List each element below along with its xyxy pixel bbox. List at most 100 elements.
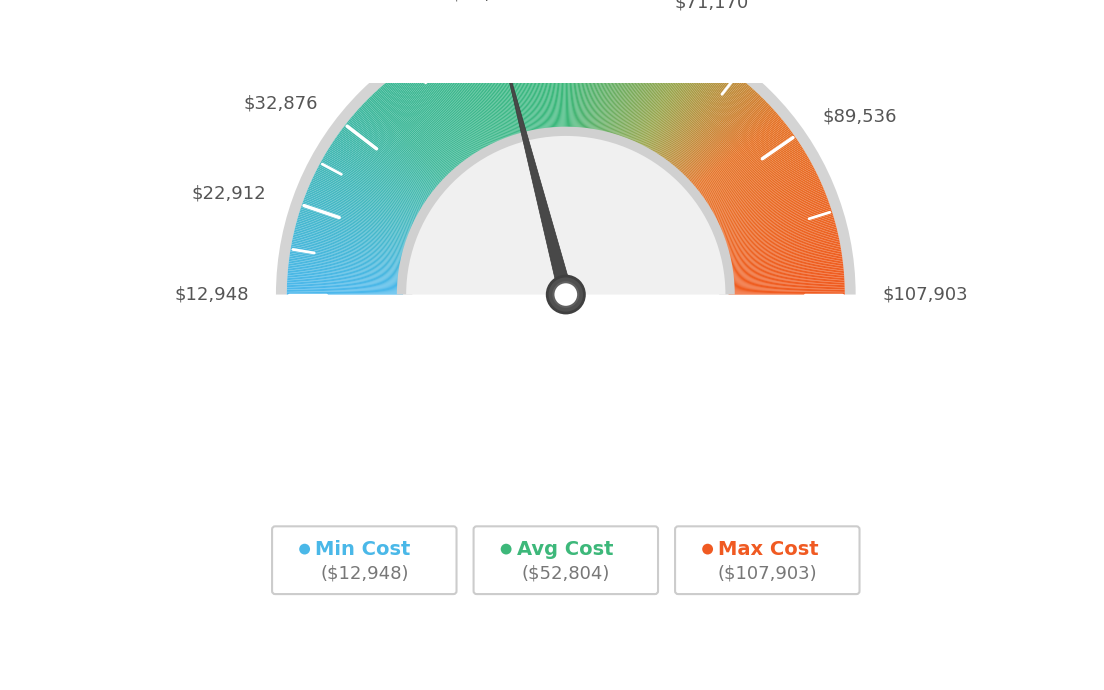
Wedge shape [403, 68, 471, 163]
Wedge shape [724, 233, 838, 259]
Wedge shape [364, 101, 449, 182]
Wedge shape [320, 163, 423, 219]
Wedge shape [725, 243, 840, 265]
Wedge shape [711, 170, 816, 223]
Wedge shape [593, 21, 615, 135]
Wedge shape [422, 56, 482, 156]
Wedge shape [562, 17, 565, 133]
Wedge shape [397, 72, 468, 166]
Wedge shape [660, 68, 729, 163]
Wedge shape [603, 25, 631, 137]
Wedge shape [566, 17, 570, 133]
Wedge shape [318, 166, 422, 220]
Wedge shape [332, 141, 431, 206]
Wedge shape [341, 129, 435, 199]
Wedge shape [298, 215, 410, 250]
Wedge shape [290, 250, 405, 269]
Wedge shape [287, 275, 403, 284]
Wedge shape [726, 248, 841, 268]
FancyBboxPatch shape [675, 526, 860, 594]
Wedge shape [457, 39, 503, 146]
Wedge shape [611, 28, 644, 139]
Wedge shape [704, 149, 804, 210]
Wedge shape [729, 277, 845, 286]
Wedge shape [691, 118, 782, 193]
Wedge shape [631, 41, 680, 147]
Wedge shape [629, 39, 677, 146]
Wedge shape [697, 130, 792, 199]
Text: Max Cost: Max Cost [719, 540, 819, 559]
Wedge shape [552, 18, 559, 133]
Wedge shape [437, 48, 492, 151]
Wedge shape [500, 25, 529, 137]
Wedge shape [516, 21, 538, 135]
Wedge shape [534, 19, 549, 134]
Wedge shape [320, 161, 423, 217]
Wedge shape [295, 226, 408, 255]
Wedge shape [396, 127, 735, 295]
Wedge shape [608, 27, 640, 139]
Wedge shape [719, 201, 829, 241]
Wedge shape [402, 69, 471, 164]
Wedge shape [435, 49, 490, 152]
Wedge shape [681, 100, 765, 181]
Wedge shape [287, 289, 403, 293]
Wedge shape [304, 199, 413, 240]
Wedge shape [704, 150, 805, 211]
Wedge shape [648, 55, 708, 155]
Wedge shape [371, 95, 453, 179]
Wedge shape [376, 90, 456, 176]
Wedge shape [723, 226, 837, 255]
Wedge shape [386, 81, 463, 170]
Wedge shape [716, 191, 825, 235]
Wedge shape [290, 248, 405, 268]
Wedge shape [390, 79, 464, 169]
Wedge shape [708, 158, 809, 216]
Wedge shape [288, 268, 404, 280]
Wedge shape [575, 18, 583, 133]
Wedge shape [328, 149, 427, 210]
Wedge shape [445, 43, 497, 148]
Text: $71,170: $71,170 [675, 0, 749, 12]
Wedge shape [729, 279, 845, 286]
Wedge shape [565, 17, 567, 133]
Wedge shape [519, 21, 540, 135]
Wedge shape [372, 94, 454, 178]
Wedge shape [336, 136, 433, 203]
Wedge shape [327, 150, 427, 211]
Wedge shape [708, 159, 810, 217]
Wedge shape [728, 262, 843, 276]
Wedge shape [699, 135, 795, 202]
Wedge shape [433, 50, 489, 152]
Wedge shape [614, 30, 650, 141]
Wedge shape [301, 204, 412, 243]
Wedge shape [620, 34, 662, 143]
Wedge shape [495, 26, 526, 138]
Wedge shape [678, 94, 760, 178]
Wedge shape [309, 184, 416, 231]
Wedge shape [697, 129, 790, 199]
Wedge shape [293, 236, 406, 262]
Wedge shape [393, 75, 466, 168]
Wedge shape [607, 26, 638, 139]
Wedge shape [291, 244, 406, 266]
Wedge shape [485, 29, 519, 140]
Wedge shape [627, 37, 671, 145]
Wedge shape [722, 219, 835, 251]
Wedge shape [619, 32, 659, 142]
Wedge shape [729, 288, 845, 291]
Wedge shape [683, 104, 769, 184]
Wedge shape [584, 19, 599, 134]
Wedge shape [406, 136, 725, 295]
Wedge shape [585, 19, 601, 134]
Wedge shape [590, 20, 607, 135]
Wedge shape [701, 141, 799, 206]
Wedge shape [580, 18, 591, 133]
Wedge shape [718, 194, 827, 237]
Wedge shape [466, 35, 509, 144]
Wedge shape [625, 36, 669, 144]
Wedge shape [315, 173, 420, 225]
Wedge shape [354, 112, 443, 189]
Wedge shape [460, 37, 505, 145]
Wedge shape [407, 66, 475, 161]
